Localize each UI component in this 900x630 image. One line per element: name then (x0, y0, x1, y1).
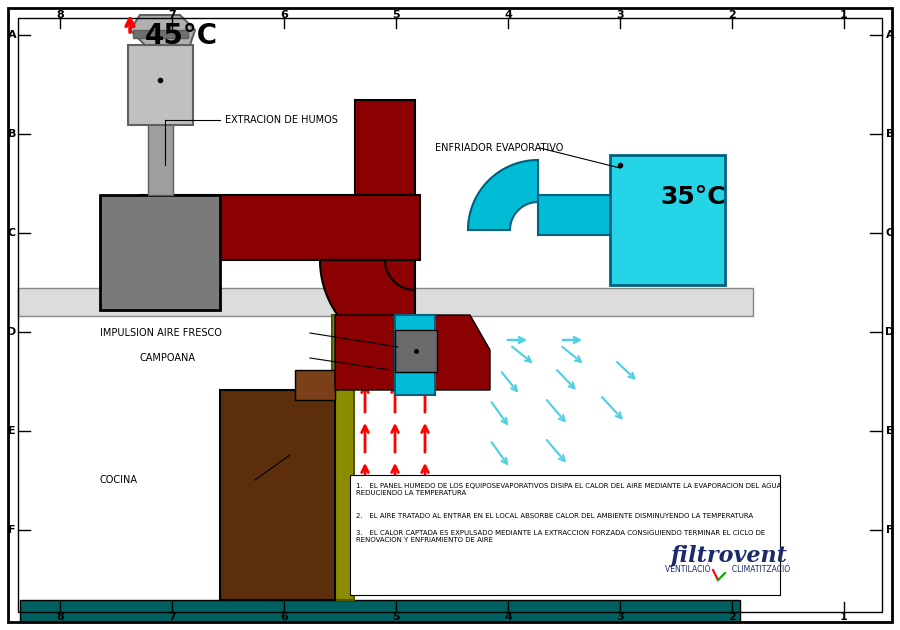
Text: E: E (886, 426, 894, 436)
Text: C: C (8, 228, 16, 238)
Text: 5: 5 (392, 612, 400, 622)
Bar (538, 195, 653, 235)
Text: IMPULSION AIRE FRESCO: IMPULSION AIRE FRESCO (100, 328, 222, 338)
Bar (295, 370, 335, 400)
Text: F: F (886, 525, 894, 535)
Text: 2.   EL AIRE TRATADO AL ENTRAR EN EL LOCAL ABSORBE CALOR DEL AMBIENTE DISMINUYEN: 2. EL AIRE TRATADO AL ENTRAR EN EL LOCAL… (356, 513, 753, 519)
Text: 3: 3 (616, 10, 624, 20)
Text: ENFRIADOR EVAPORATIVO: ENFRIADOR EVAPORATIVO (435, 143, 563, 153)
Text: 6: 6 (280, 10, 288, 20)
Text: 4: 4 (504, 10, 512, 20)
Text: C: C (886, 228, 894, 238)
Bar (148, 110, 173, 195)
Text: B: B (886, 129, 895, 139)
Text: 5: 5 (392, 10, 400, 20)
Text: 3: 3 (616, 612, 624, 622)
Text: EXTRACION DE HUMOS: EXTRACION DE HUMOS (225, 115, 338, 125)
Polygon shape (320, 260, 415, 355)
Text: VENTILACIÓ         CLIMATITZACIÓ: VENTILACIÓ CLIMATITZACIÓ (665, 565, 790, 574)
Bar (140, 195, 420, 260)
Bar (395, 330, 437, 372)
Text: 4: 4 (504, 612, 512, 622)
Text: 35°C: 35°C (660, 185, 725, 209)
Polygon shape (335, 315, 490, 390)
Text: D: D (7, 327, 16, 337)
Text: 25°C: 25°C (490, 490, 548, 510)
Polygon shape (130, 15, 195, 45)
Bar (610, 155, 725, 285)
Text: 8: 8 (56, 612, 64, 622)
Text: 2: 2 (728, 10, 736, 20)
Text: COCINA: COCINA (100, 475, 138, 485)
Text: 1: 1 (840, 10, 848, 20)
Text: 7: 7 (168, 612, 176, 622)
Text: A: A (886, 30, 895, 40)
Text: 45°C: 45°C (145, 22, 218, 50)
Bar (355, 100, 415, 290)
Bar (20, 600, 740, 622)
Bar (395, 315, 435, 395)
Text: A: A (8, 30, 16, 40)
Bar (128, 45, 193, 125)
Bar (332, 315, 354, 600)
Text: 2: 2 (728, 612, 736, 622)
Text: filtrovent: filtrovent (670, 545, 787, 567)
Text: 8: 8 (56, 10, 64, 20)
Text: F: F (8, 525, 16, 535)
Bar (350, 475, 780, 595)
Text: 6: 6 (280, 612, 288, 622)
Text: CAMPOANA: CAMPOANA (140, 353, 196, 363)
Text: E: E (8, 426, 16, 436)
Bar (18, 288, 753, 316)
Text: 1: 1 (840, 612, 848, 622)
Text: 7: 7 (168, 10, 176, 20)
Polygon shape (468, 160, 538, 230)
Text: 3.   EL CALOR CAPTADA ES EXPULSADO MEDIANTE LA EXTRACCION FORZADA CONSIGUIENDO T: 3. EL CALOR CAPTADA ES EXPULSADO MEDIANT… (356, 530, 765, 543)
Bar (100, 195, 220, 310)
Bar (220, 390, 335, 600)
Bar (133, 30, 188, 38)
Text: 1.   EL PANEL HUMEDO DE LOS EQUIPOSEVAPORATIVOS DISIPA EL CALOR DEL AIRE MEDIANT: 1. EL PANEL HUMEDO DE LOS EQUIPOSEVAPORA… (356, 483, 781, 496)
Text: B: B (8, 129, 16, 139)
Text: D: D (886, 327, 895, 337)
